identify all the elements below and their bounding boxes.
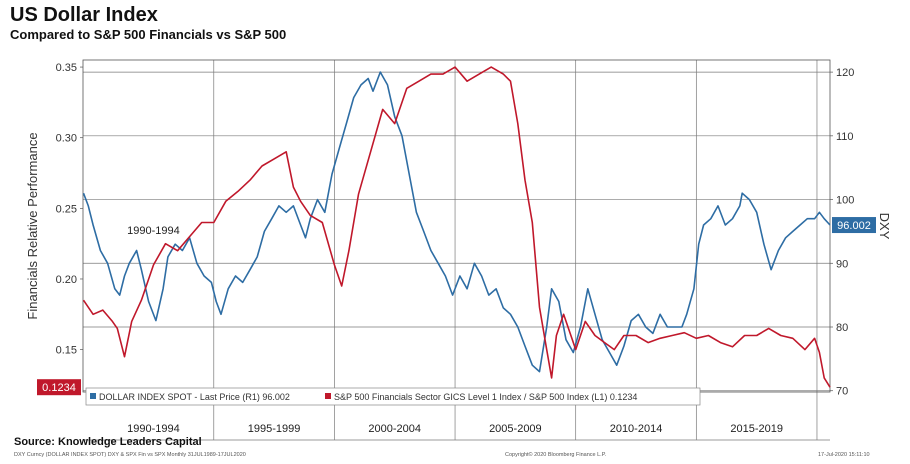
dxy-last-value-label: 96.002 xyxy=(837,220,871,232)
left-tick-label: 0.25 xyxy=(56,203,77,215)
legend-label-financials: S&P 500 Financials Sector GICS Level 1 I… xyxy=(334,392,637,402)
left-axis-label: Financials Relative Performance xyxy=(25,132,40,319)
financials-last-value-label: 0.1234 xyxy=(42,382,76,394)
footer-description: DXY Curncy (DOLLAR INDEX SPOT) DXY & SPX… xyxy=(14,452,246,458)
legend-label-dxy: DOLLAR INDEX SPOT - Last Price (R1) 96.0… xyxy=(99,392,290,402)
period-label-upper: 1990-1994 xyxy=(127,225,180,237)
footer-timestamp: 17-Jul-2020 15:11:10 xyxy=(818,452,870,458)
financials-last-value-badge xyxy=(37,379,81,396)
chart-title: US Dollar Index xyxy=(10,4,158,26)
right-tick-label: 100 xyxy=(836,195,854,207)
period-label-bottom: 1990-1994 xyxy=(127,423,180,435)
period-label-bottom: 2010-2014 xyxy=(610,423,663,435)
plot-frame xyxy=(82,59,831,393)
right-tick-label: 70 xyxy=(836,386,848,398)
period-label-bottom: 1995-1999 xyxy=(248,423,301,435)
axis-ticks: 0.15 0.20 0.25 0.30 0.35 70 80 90 100 110 120 96.00… xyxy=(37,62,876,398)
series-layer xyxy=(82,66,831,388)
source-note: Source: Knowledge Leaders Capital xyxy=(14,436,202,448)
period-label-bottom: 2005-2009 xyxy=(489,423,542,435)
series-line-2 xyxy=(82,66,831,388)
footer-copyright: Copyright© 2020 Bloomberg Finance L.P. xyxy=(505,452,607,458)
left-tick-label: 0.30 xyxy=(56,133,77,145)
left-tick-label: 0.20 xyxy=(56,274,77,286)
chart-subtitle: Compared to S&P 500 Financials vs S&P 50… xyxy=(10,27,287,42)
gridlines xyxy=(83,60,830,441)
legend-swatch-financials xyxy=(325,393,331,399)
left-tick-label: 0.35 xyxy=(56,62,77,74)
right-tick-label: 80 xyxy=(836,322,848,334)
period-label-bottom: 2015-2019 xyxy=(730,423,783,435)
series-line-1 xyxy=(82,71,831,373)
right-tick-label: 110 xyxy=(836,131,854,143)
dxy-last-value-badge xyxy=(832,217,876,234)
period-labels: 1990-1994 1990-1994 1995-1999 2000-2004 2005… xyxy=(127,225,783,435)
right-axis-label: DXY xyxy=(877,213,892,240)
period-label-bottom: 2000-2004 xyxy=(368,423,421,435)
legend-box xyxy=(85,387,701,406)
legend-swatch-dxy xyxy=(90,393,96,399)
left-tick-label: 0.15 xyxy=(56,345,77,357)
legend: DOLLAR INDEX SPOT - Last Price (R1) 96.0… xyxy=(85,387,701,406)
right-tick-label: 120 xyxy=(836,67,854,79)
right-tick-label: 90 xyxy=(836,258,848,270)
